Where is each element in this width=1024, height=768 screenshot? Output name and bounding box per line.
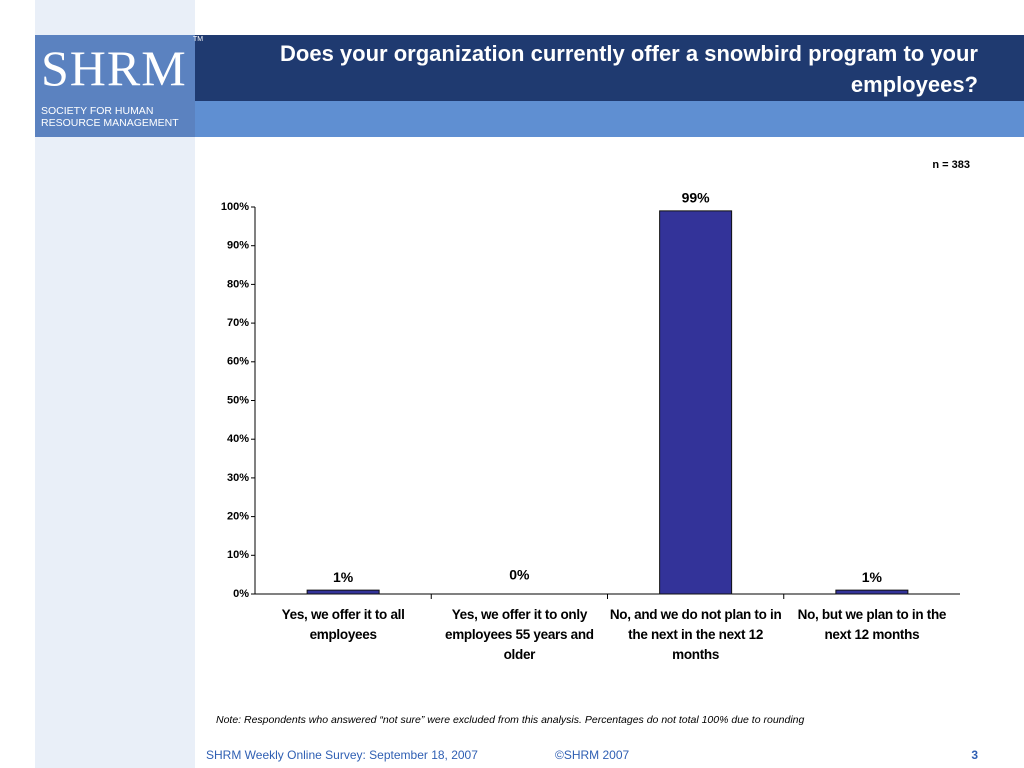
footer-copyright: ©SHRM 2007 — [555, 748, 630, 762]
value-label: 99% — [682, 190, 711, 206]
logo: SHRM TM SOCIETY FOR HUMAN RESOURCE MANAG… — [35, 35, 203, 137]
value-label: 1% — [862, 569, 883, 585]
y-tick-label: 20% — [227, 511, 249, 523]
y-tick-label: 30% — [227, 472, 249, 484]
y-tick-label: 0% — [233, 588, 249, 600]
bar — [306, 589, 380, 595]
y-tick-label: 40% — [227, 433, 249, 445]
value-label: 0% — [509, 567, 530, 583]
footer-source: SHRM Weekly Online Survey: September 18,… — [206, 748, 478, 762]
x-tick-label: Yes, we offer it to all employees — [281, 607, 405, 642]
x-tick-label: No, but we plan to in the next 12 months — [797, 607, 947, 642]
page-number: 3 — [971, 748, 978, 762]
logo-text: SOCIETY FOR HUMAN RESOURCE MANAGEMENT — [41, 105, 179, 129]
chart-title: Does your organization currently offer a… — [280, 41, 978, 97]
sample-size: n = 383 — [932, 159, 970, 171]
y-tick-label: 100% — [221, 201, 249, 213]
logo-tm: TM — [193, 36, 204, 43]
y-tick-label: 50% — [227, 394, 249, 406]
title-band — [195, 35, 1024, 101]
logo-line: RESOURCE MANAGEMENT — [41, 117, 179, 129]
sub-band — [195, 101, 1024, 137]
bar — [659, 210, 733, 595]
logo-line: SOCIETY FOR HUMAN — [41, 105, 154, 117]
y-tick-label: 10% — [227, 549, 249, 561]
x-tick-label: No, and we do not plan to in the next in… — [609, 607, 782, 662]
y-tick-label: 80% — [227, 278, 249, 290]
bar — [835, 589, 909, 595]
note: Note: Respondents who answered “not sure… — [216, 714, 805, 726]
logo-mark: SHRM — [41, 40, 187, 96]
y-tick-label: 90% — [227, 240, 249, 252]
y-tick-label: 70% — [227, 317, 249, 329]
value-label: 1% — [333, 569, 354, 585]
y-tick-label: 60% — [227, 356, 249, 368]
x-tick-label: Yes, we offer it to only employees 55 ye… — [445, 607, 594, 662]
